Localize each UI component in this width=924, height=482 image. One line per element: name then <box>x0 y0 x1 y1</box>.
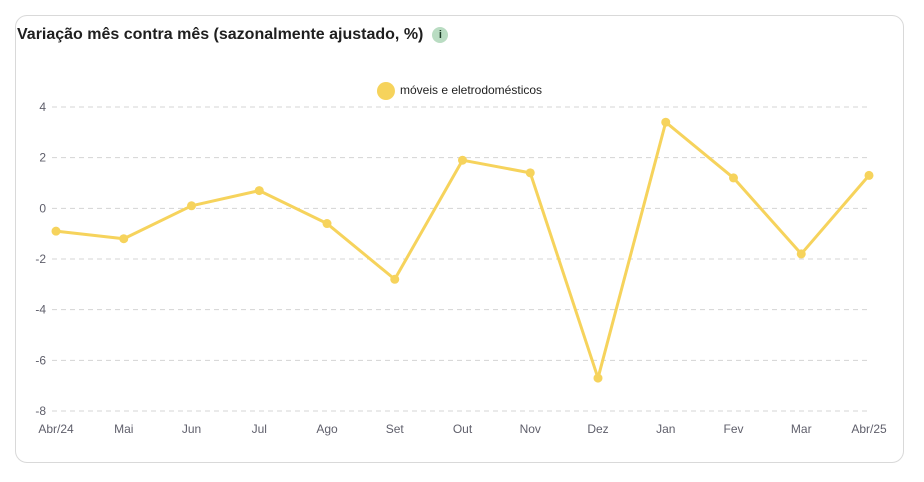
y-tick-label: -8 <box>35 404 46 418</box>
y-tick-label: -2 <box>35 252 46 266</box>
data-point[interactable] <box>187 201 196 211</box>
data-point[interactable] <box>254 186 264 196</box>
x-tick-label: Abr/24 <box>38 422 74 436</box>
data-point[interactable] <box>864 170 874 180</box>
data-point[interactable] <box>322 219 332 229</box>
data-point[interactable] <box>458 155 467 165</box>
legend-marker <box>376 82 395 100</box>
x-tick-label: Mar <box>791 422 812 436</box>
chart-title: Variação mês contra mês (sazonalmente aj… <box>17 26 424 43</box>
data-point[interactable] <box>796 249 806 259</box>
x-tick-label: Jan <box>656 422 675 436</box>
chart-card <box>15 15 904 463</box>
title-row: Variação mês contra mês (sazonalmente aj… <box>17 26 449 44</box>
x-tick-label: Ago <box>316 422 338 436</box>
x-tick-label: Nov <box>520 422 541 436</box>
x-tick-label: Set <box>386 422 405 436</box>
info-icon[interactable]: i <box>432 27 449 43</box>
x-tick-label: Jun <box>182 422 201 436</box>
data-point[interactable] <box>729 173 738 183</box>
x-tick-label: Jul <box>252 422 267 436</box>
y-tick-label: 4 <box>39 100 46 114</box>
data-point[interactable] <box>51 226 61 236</box>
y-tick-label: -6 <box>35 353 46 367</box>
y-tick-label: -4 <box>35 303 46 317</box>
data-point[interactable] <box>390 274 400 284</box>
x-tick-label: Dez <box>587 422 608 436</box>
y-tick-label: 0 <box>39 201 46 215</box>
y-tick-label: 2 <box>39 151 46 165</box>
x-tick-label: Fev <box>723 422 743 436</box>
data-point[interactable] <box>661 117 671 127</box>
data-point[interactable] <box>525 168 535 178</box>
data-point[interactable] <box>119 234 129 244</box>
x-tick-label: Mai <box>114 422 133 436</box>
x-tick-label: Abr/25 <box>851 422 887 436</box>
legend-label: móveis e eletrodomésticos <box>400 83 542 97</box>
data-point[interactable] <box>593 373 603 383</box>
x-tick-label: Out <box>453 422 473 436</box>
